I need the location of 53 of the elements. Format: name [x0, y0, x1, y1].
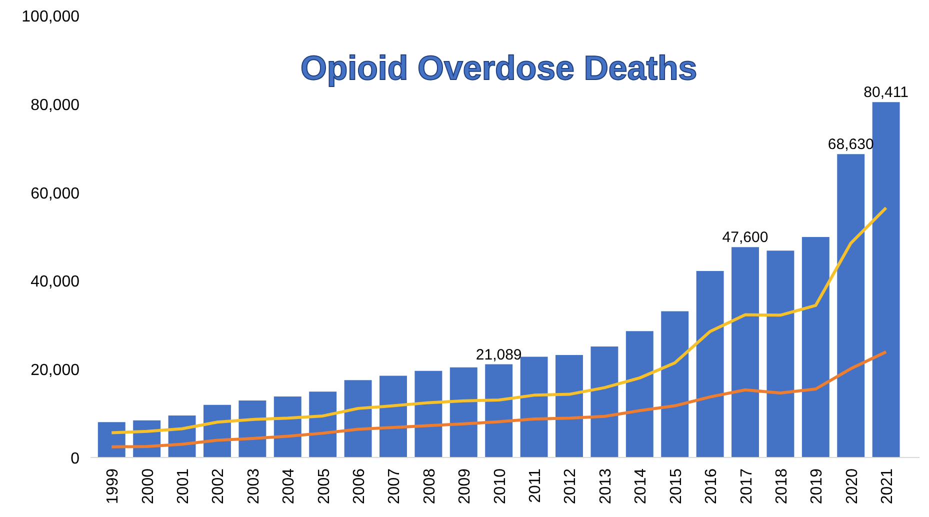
x-tick-label: 2015 — [668, 468, 685, 504]
x-tick-label: 2014 — [632, 468, 650, 504]
x-tick-label: 1999 — [104, 468, 122, 504]
data-label: 21,089 — [476, 346, 522, 364]
x-tick-label: 2013 — [597, 468, 614, 504]
bar — [344, 380, 372, 458]
bar — [802, 236, 830, 458]
bar — [450, 367, 478, 458]
x-tick-label: 2000 — [140, 468, 157, 504]
bar — [309, 392, 337, 458]
y-tick-label: 100,000 — [22, 8, 80, 26]
bar — [661, 311, 689, 458]
x-tick-label: 2009 — [456, 468, 474, 504]
bar — [590, 346, 618, 458]
bar — [626, 331, 654, 458]
line-series — [110, 350, 888, 448]
bar — [414, 370, 442, 458]
data-label: 47,600 — [722, 229, 768, 246]
x-tick-label: 2001 — [175, 468, 192, 504]
x-tick-label: 2011 — [527, 468, 544, 503]
y-tick-label: 60,000 — [30, 185, 80, 202]
x-tick-label: 2017 — [738, 468, 756, 504]
x-tick-label: 2010 — [492, 468, 509, 504]
x-tick-label: 2004 — [280, 468, 298, 504]
x-tick-label: 2003 — [245, 468, 262, 504]
x-tick-label: 2012 — [562, 468, 580, 504]
data-label: 80,411 — [864, 84, 908, 102]
bar — [732, 247, 759, 458]
text: Opioid Overdose Deaths — [300, 50, 698, 88]
bar — [556, 354, 583, 458]
bar — [696, 270, 724, 458]
y-tick-label: 0 — [70, 450, 80, 468]
bar — [485, 364, 513, 458]
bar — [380, 376, 407, 458]
y-tick-label: 40,000 — [30, 274, 80, 291]
bar — [837, 154, 865, 458]
x-tick-label: 2019 — [808, 468, 826, 504]
bar — [520, 356, 548, 458]
x-tick-label: 2007 — [386, 468, 404, 504]
bar — [872, 102, 900, 458]
y-tick-label: 20,000 — [30, 362, 80, 380]
bar — [766, 250, 794, 458]
x-tick-label: 2020 — [844, 468, 861, 504]
x-tick-label: 2016 — [703, 468, 720, 504]
x-tick-label: 2021 — [879, 468, 896, 504]
x-tick-label: 2018 — [773, 468, 790, 504]
bar — [98, 422, 126, 458]
x-tick-label: 2008 — [421, 468, 438, 504]
x-tick-label: 2006 — [351, 468, 368, 504]
y-tick-label: 80,000 — [30, 96, 80, 114]
x-tick-label: 2005 — [316, 468, 333, 504]
x-tick-label: 2002 — [210, 468, 228, 504]
line-series — [110, 206, 888, 434]
